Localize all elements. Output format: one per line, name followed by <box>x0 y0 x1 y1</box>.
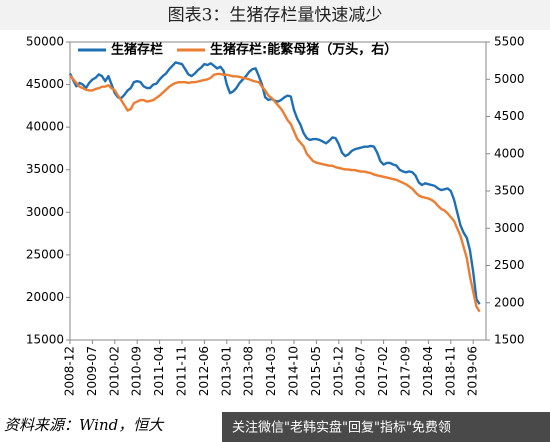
y2-tick-label: 4500 <box>494 109 525 123</box>
y-tick-label: 40000 <box>26 120 64 134</box>
y2-tick-label: 1500 <box>494 333 525 347</box>
y-tick-label: 30000 <box>26 205 64 219</box>
x-tick-label: 2018-04 <box>421 346 435 396</box>
x-tick-label: 2017-02 <box>376 346 390 396</box>
y2-tick-label: 5500 <box>494 35 525 49</box>
x-tick-label: 2012-06 <box>197 346 211 396</box>
y-tick-label: 25000 <box>26 247 64 261</box>
y2-tick-label: 2500 <box>494 258 525 272</box>
x-tick-label: 2014-10 <box>287 346 301 396</box>
x-tick-label: 2011-04 <box>152 346 166 396</box>
x-tick-label: 2008-12 <box>63 346 77 396</box>
y-tick-label: 35000 <box>26 162 64 176</box>
chart-title: 图表3：生猪存栏量快速减少 <box>168 6 383 26</box>
x-tick-label: 2015-12 <box>331 346 345 396</box>
y-tick-label: 45000 <box>26 77 64 91</box>
x-tick-label: 2015-05 <box>309 346 323 396</box>
y-tick-label: 15000 <box>26 333 64 347</box>
x-tick-label: 2011-11 <box>175 346 189 396</box>
x-tick-label: 2013-08 <box>242 346 256 396</box>
x-tick-label: 2019-06 <box>466 346 480 396</box>
source: 资料来源：Wind，恒大 <box>4 416 165 434</box>
watermark: 关注微信"老韩实盘"回复"指标"免费领 <box>232 420 451 436</box>
x-tick-label: 2010-02 <box>107 346 121 396</box>
y2-tick-label: 5000 <box>494 72 525 86</box>
y2-tick-label: 3000 <box>494 221 525 235</box>
y-tick-label: 20000 <box>26 290 64 304</box>
watermark-bar <box>222 412 550 442</box>
y2-tick-label: 4000 <box>494 146 525 160</box>
x-tick-label: 2018-11 <box>443 346 457 396</box>
y-tick-label: 50000 <box>26 35 64 49</box>
series-line <box>68 61 481 305</box>
y2-tick-label: 2000 <box>494 295 525 309</box>
legend-label: 生猪存栏 <box>111 42 163 58</box>
x-tick-label: 2010-09 <box>130 346 144 396</box>
x-tick-label: 2016-07 <box>354 346 368 396</box>
x-tick-label: 2013-01 <box>219 346 233 396</box>
x-tick-label: 2017-09 <box>399 346 413 396</box>
x-tick-label: 2009-07 <box>85 346 99 396</box>
legend-label: 生猪存栏:能繁母猪（万头，右） <box>210 42 397 58</box>
y2-tick-label: 3500 <box>494 184 525 198</box>
title-bar <box>0 0 550 30</box>
x-tick-label: 2014-03 <box>264 346 278 396</box>
series-line <box>69 72 481 313</box>
